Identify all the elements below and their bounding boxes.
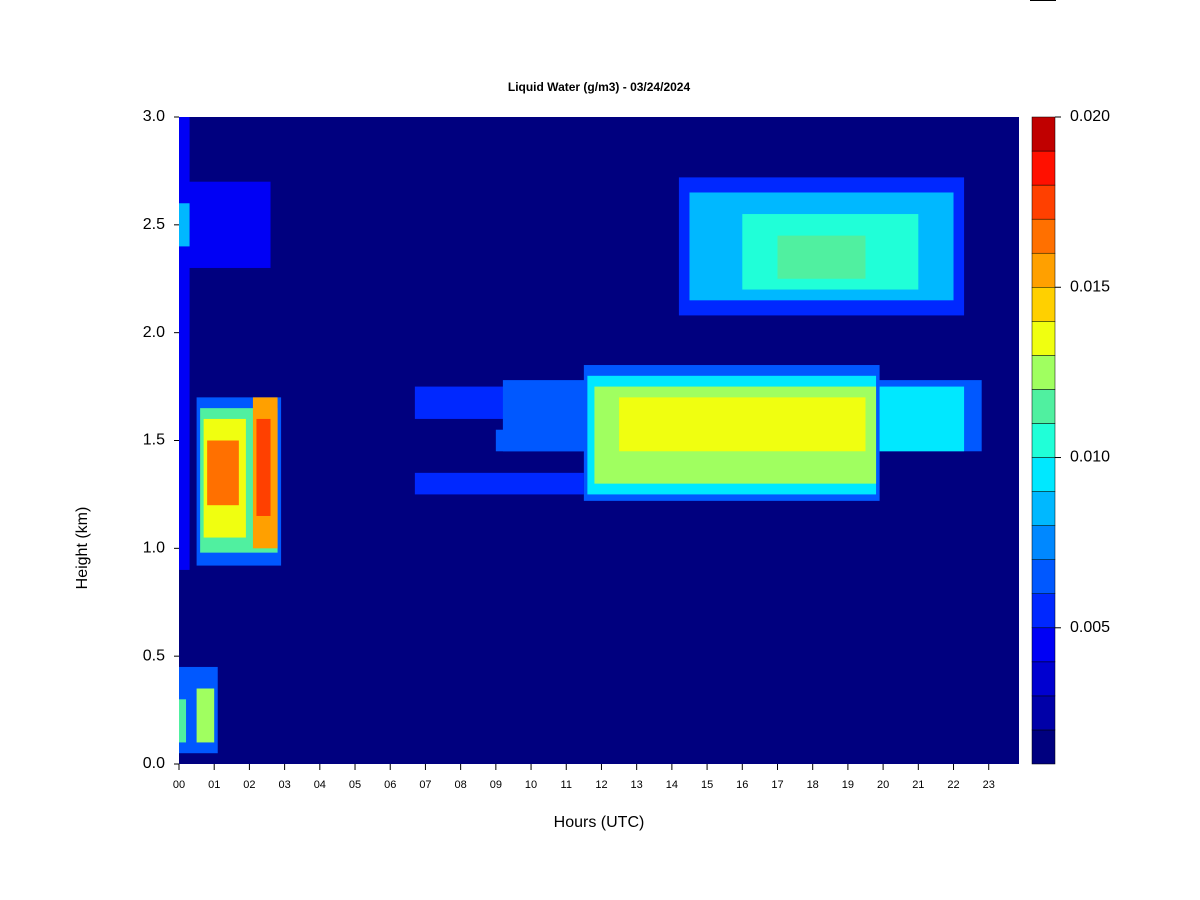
y-tick-label: 1.5 — [143, 432, 165, 449]
x-tick-label: 04 — [314, 779, 326, 791]
y-axis-label: Height (km) — [74, 507, 91, 590]
colorbar-band — [1031, 457, 1056, 492]
y-tick-label: 1.0 — [143, 540, 165, 557]
colorbar-band — [1031, 525, 1056, 560]
x-tick-label: 21 — [912, 779, 924, 791]
heatmap-cell — [414, 472, 584, 495]
x-tick-label: 07 — [419, 779, 431, 791]
x-tick-label: 01 — [208, 779, 220, 791]
colorbar-tick-label: 0.005 — [1070, 619, 1110, 636]
x-tick-label: 23 — [983, 779, 995, 791]
x-tick-label: 18 — [807, 779, 819, 791]
x-tick-label: 03 — [278, 779, 290, 791]
colorbar-band — [1031, 184, 1056, 220]
colorbar-band — [1031, 321, 1056, 356]
x-tick-label: 14 — [666, 779, 678, 791]
y-tick-label: 3.0 — [143, 108, 165, 125]
colorbar-band — [1031, 661, 1056, 697]
x-tick-label: 05 — [349, 779, 361, 791]
x-tick-label: 00 — [173, 779, 185, 791]
x-tick-label: 06 — [384, 779, 396, 791]
heatmap-cell — [207, 440, 239, 506]
x-tick-label: 12 — [595, 779, 607, 791]
x-tick-label: 15 — [701, 779, 713, 791]
colorbar-band — [1031, 627, 1056, 663]
colorbar-band — [1031, 729, 1056, 765]
colorbar-band — [1031, 150, 1056, 186]
colorbar-band — [1031, 423, 1056, 458]
colorbar-tick-label: 0.010 — [1070, 449, 1110, 466]
heatmap-cell — [879, 386, 965, 452]
heatmap-cell — [179, 699, 187, 743]
colorbar-band — [1031, 287, 1056, 322]
colorbar-band — [1031, 116, 1056, 152]
x-tick-label: 11 — [561, 779, 572, 791]
y-tick-label: 2.5 — [143, 216, 165, 233]
y-tick-label: 2.0 — [143, 324, 165, 341]
x-tick-label: 09 — [490, 779, 502, 791]
y-tick-label: 0.0 — [143, 755, 165, 772]
colorbar-band — [1031, 389, 1056, 424]
colorbar-band — [1031, 355, 1056, 390]
colorbar-band — [1031, 218, 1056, 254]
colorbar-band — [1031, 593, 1056, 629]
colorbar-tick-label: 0.015 — [1070, 278, 1110, 295]
colorbar-band — [1031, 252, 1056, 288]
heatmap-cell — [777, 235, 866, 279]
heatmap-cell — [256, 418, 271, 516]
x-tick-label: 02 — [243, 779, 255, 791]
x-tick-label: 13 — [631, 779, 643, 791]
x-tick-label: 19 — [842, 779, 854, 791]
colorbar-band — [1031, 559, 1056, 594]
heatmap-cell — [179, 117, 190, 570]
x-axis-label: Hours (UTC) — [554, 814, 645, 831]
colorbar-tick-label: 0.020 — [1070, 108, 1110, 125]
colorbar-band — [1031, 491, 1056, 526]
heatmap-cell — [196, 688, 215, 743]
heatmap-cell — [179, 203, 190, 247]
colorbar-band — [1031, 695, 1056, 731]
chart-title: Liquid Water (g/m3) - 03/24/2024 — [508, 80, 691, 94]
x-tick-label: 10 — [525, 779, 537, 791]
x-tick-label: 20 — [877, 779, 889, 791]
heatmap-cell — [619, 397, 866, 452]
x-tick-label: 08 — [455, 779, 467, 791]
x-tick-label: 16 — [736, 779, 748, 791]
x-tick-label: 22 — [947, 779, 959, 791]
y-tick-label: 0.5 — [143, 647, 165, 664]
heatmap-cell — [179, 181, 271, 268]
x-tick-label: 17 — [771, 779, 783, 791]
